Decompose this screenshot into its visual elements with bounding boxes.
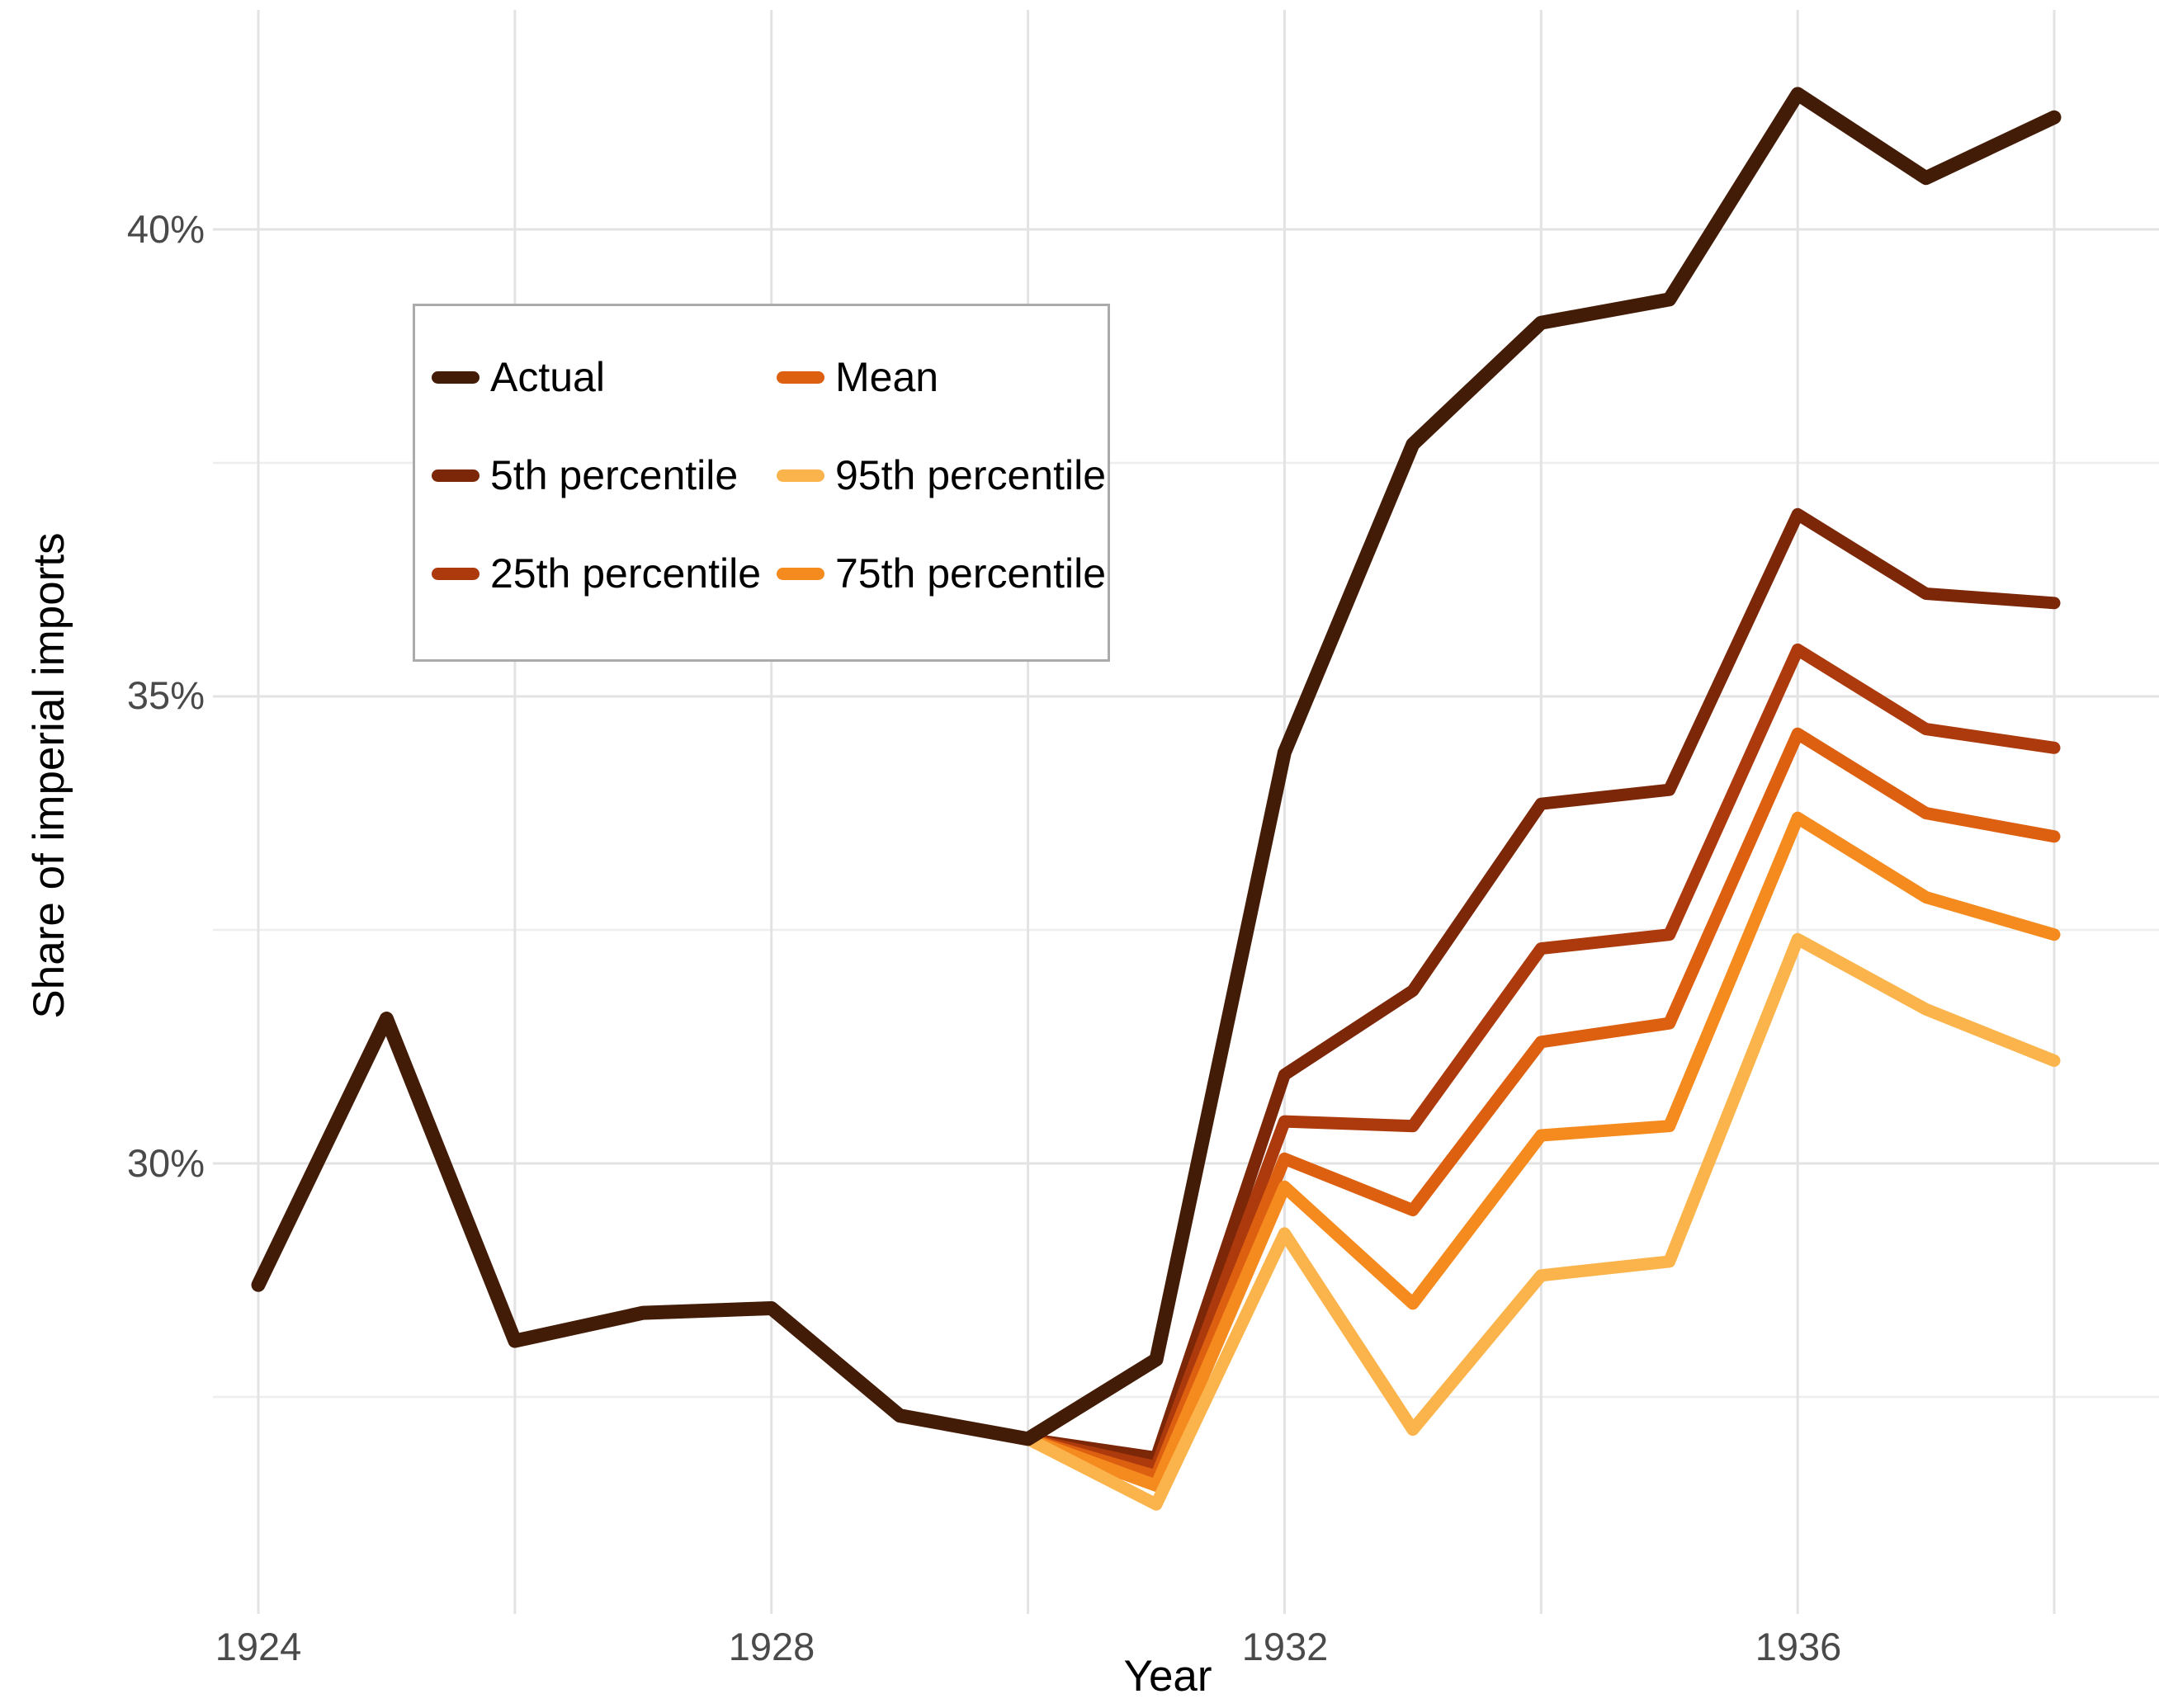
legend-swatch-actual: [432, 370, 480, 384]
legend-item-75th-percentile: 75th percentile: [777, 552, 1106, 595]
legend-swatch-mean: [777, 370, 824, 384]
legend-item-actual: Actual: [432, 356, 777, 399]
legend-item-5th-percentile: 5th percentile: [432, 454, 777, 497]
legend-label-actual: Actual: [490, 354, 605, 400]
legend-swatch-25th-percentile: [432, 567, 480, 580]
series-line-95th-percentile: [1022, 932, 2061, 1511]
legend-label-5th-percentile: 5th percentile: [490, 452, 739, 498]
legend-item-95th-percentile: 95th percentile: [777, 454, 1106, 497]
legend-label-75th-percentile: 75th percentile: [835, 550, 1107, 597]
x-tick-1924: 1924: [215, 1625, 302, 1668]
y-tick-40: 40%: [126, 207, 205, 251]
y-axis-title: Share of imperial imports: [25, 532, 73, 1019]
x-axis-title: Year: [1123, 1652, 1212, 1701]
y-tick-30: 30%: [126, 1141, 205, 1185]
series-line-75th-percentile: [1022, 811, 2061, 1492]
series-line-25th-percentile: [1022, 643, 2061, 1474]
legend-item-25th-percentile: 25th percentile: [432, 552, 777, 595]
legend: Actual 5th percentile 25th percentile Me…: [413, 304, 1110, 662]
y-tick-35: 35%: [126, 673, 205, 717]
legend-swatch-5th-percentile: [432, 469, 480, 482]
x-tick-1936: 1936: [1755, 1625, 1842, 1668]
series-line-5th-percentile: [1022, 507, 2061, 1465]
legend-label-95th-percentile: 95th percentile: [835, 452, 1107, 498]
x-tick-1932: 1932: [1241, 1625, 1329, 1668]
x-tick-1928: 1928: [728, 1625, 815, 1668]
legend-label-25th-percentile: 25th percentile: [490, 550, 762, 597]
legend-column-2: Mean 95th percentile 75th percentile: [777, 356, 1106, 659]
series-line-actual: [251, 87, 2062, 1446]
legend-item-mean: Mean: [777, 356, 1106, 399]
legend-label-mean: Mean: [835, 354, 939, 400]
legend-swatch-95th-percentile: [777, 469, 824, 482]
legend-swatch-75th-percentile: [777, 567, 824, 580]
legend-column-1: Actual 5th percentile 25th percentile: [432, 356, 777, 659]
